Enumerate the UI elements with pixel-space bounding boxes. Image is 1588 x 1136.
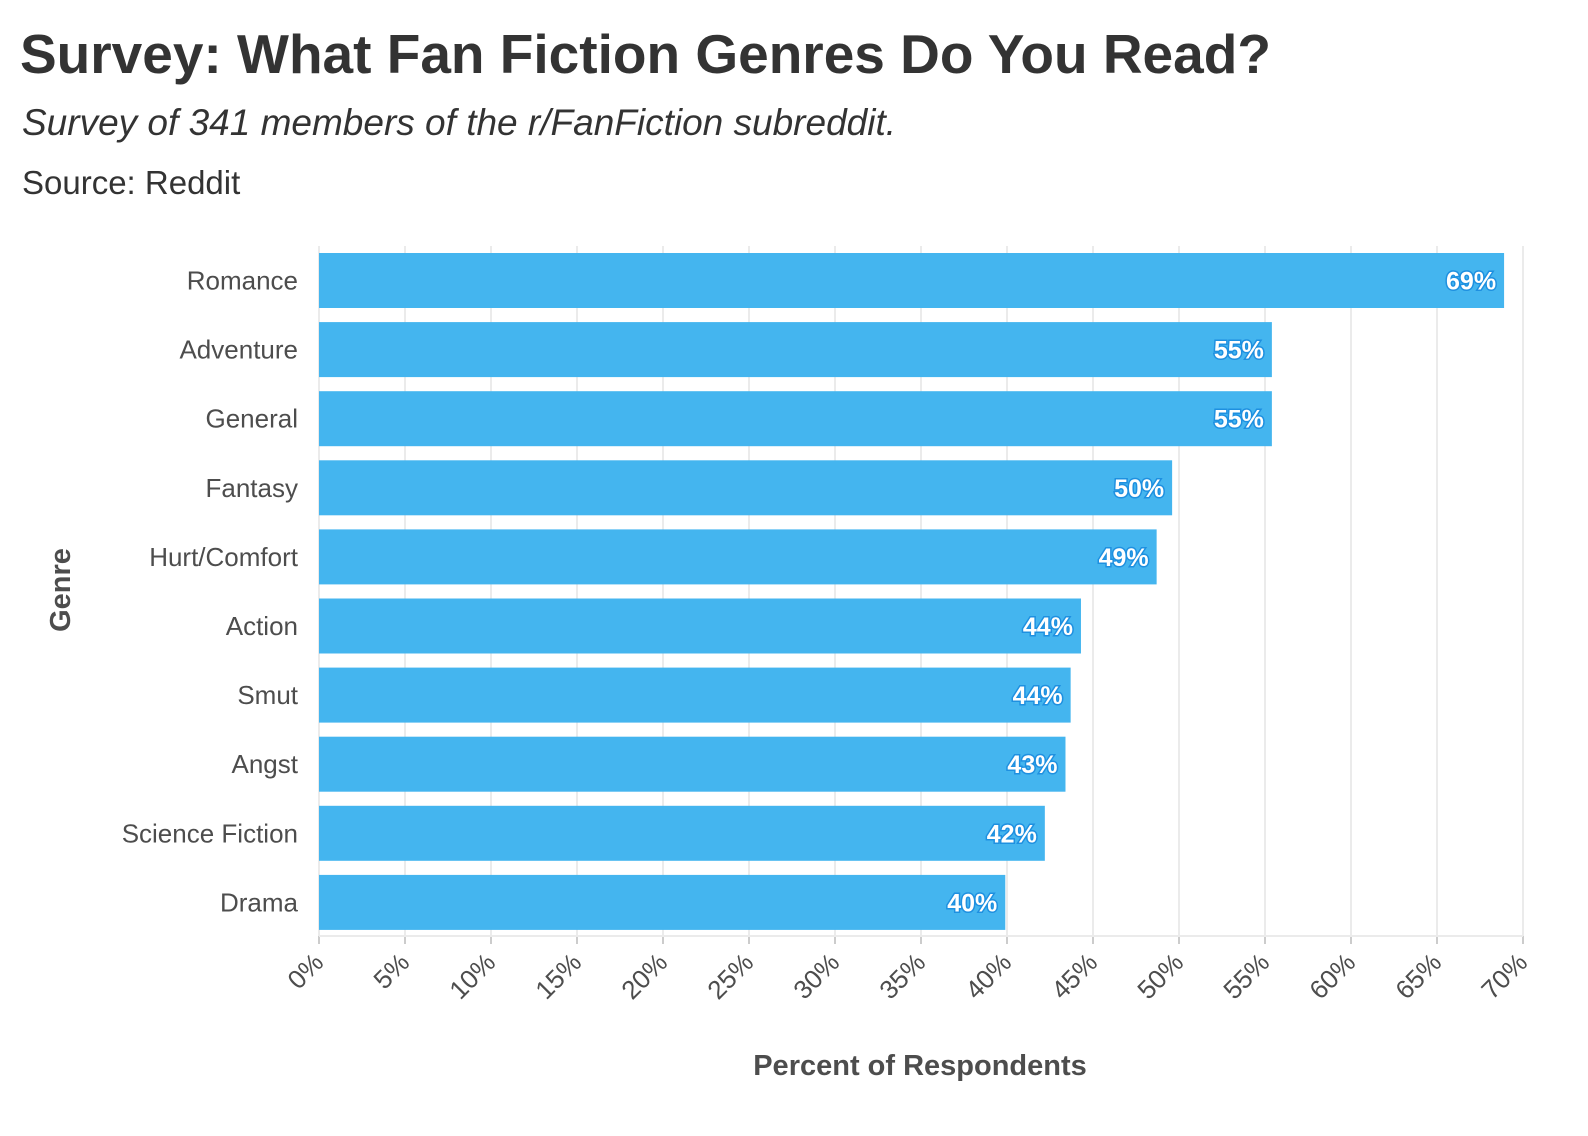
bar [319, 529, 1157, 585]
x-tick-label: 15% [529, 947, 587, 1005]
bar-value-label: 43% [1007, 751, 1057, 779]
chart-title: Survey: What Fan Fiction Genres Do You R… [20, 23, 1271, 85]
y-tick-label: General [206, 404, 299, 434]
bar-value-label: 40% [947, 889, 997, 917]
x-tick-label: 5% [367, 947, 415, 995]
x-tick-label: 60% [1303, 947, 1361, 1005]
bar [319, 322, 1272, 378]
bars [319, 253, 1505, 930]
x-tick-label: 0% [281, 947, 329, 995]
chart-subtitle: Survey of 341 members of the r/FanFictio… [22, 102, 897, 143]
y-tick-label: Fantasy [206, 473, 299, 503]
bar-value-label: 50% [1114, 475, 1164, 503]
bar-value-label: 55% [1214, 406, 1264, 434]
x-tick-label: 35% [873, 947, 931, 1005]
bar [319, 460, 1173, 516]
y-tick-label: Action [226, 611, 298, 641]
x-axis-title: Percent of Respondents [753, 1050, 1087, 1082]
x-tick-label: 10% [443, 947, 501, 1005]
x-tick-label: 65% [1389, 947, 1447, 1005]
x-tick-label: 45% [1045, 947, 1103, 1005]
x-tick-label: 50% [1131, 947, 1189, 1005]
y-tick-label: Science Fiction [122, 818, 298, 848]
y-tick-label: Smut [237, 680, 298, 710]
data-labels: 69% 55% 55% 50% 49% 44% 44% 43% 42% 40% [946, 266, 1498, 919]
y-tick-label: Angst [232, 749, 299, 779]
bar [319, 805, 1045, 861]
x-tick-label: 25% [701, 947, 759, 1005]
x-tick-label: 70% [1475, 947, 1533, 1005]
x-tick-label: 40% [959, 947, 1017, 1005]
bar [319, 667, 1071, 723]
x-tick-label: 20% [615, 947, 673, 1005]
y-tick-label: Drama [220, 887, 299, 917]
y-tick-label: Romance [187, 266, 298, 296]
bar [319, 874, 1006, 930]
bar-value-label: 49% [1099, 544, 1149, 572]
y-tick-label: Hurt/Comfort [149, 542, 299, 572]
x-tick-label: 30% [787, 947, 845, 1005]
bar-value-label: 69% [1446, 268, 1496, 296]
bar-value-label: 55% [1214, 337, 1264, 365]
x-tick-label: 55% [1217, 947, 1275, 1005]
x-axis-tick-labels: 0% 5% 10% 15% 20% 25% 30% 35% 40% 45% 50% 55% 60% 65%… [281, 947, 1533, 1005]
bar [319, 598, 1081, 654]
bar [319, 253, 1505, 308]
bar-value-label: 42% [987, 820, 1037, 848]
bar [319, 391, 1272, 447]
y-tick-label: Adventure [179, 335, 298, 365]
bar-value-label: 44% [1023, 613, 1073, 641]
chart-source-caption: Source: Reddit [22, 164, 241, 201]
y-axis-tick-labels: Romance Adventure General Fantasy Hurt/Comfo… [122, 266, 299, 918]
y-axis-title: Genre [45, 548, 77, 632]
bar [319, 736, 1066, 792]
bar-value-label: 44% [1013, 682, 1063, 710]
